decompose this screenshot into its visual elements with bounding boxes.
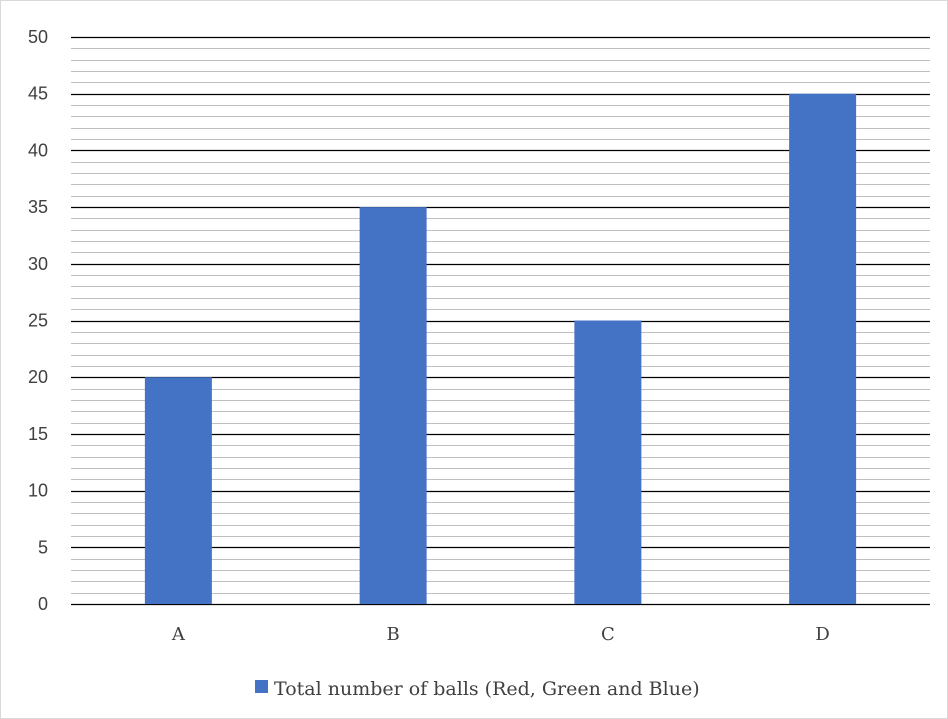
y-tick-label: 10 bbox=[28, 481, 48, 501]
y-tick-label: 15 bbox=[28, 424, 48, 444]
legend: Total number of balls (Red, Green and Bl… bbox=[255, 678, 700, 700]
legend-swatch bbox=[255, 680, 268, 693]
y-tick-label: 40 bbox=[28, 140, 48, 160]
x-tick-label: A bbox=[171, 624, 186, 645]
gridlines bbox=[71, 36, 930, 606]
bar-A bbox=[144, 377, 212, 604]
x-tick-label: D bbox=[815, 624, 829, 645]
bar-D bbox=[789, 93, 857, 604]
x-tick-label: B bbox=[387, 624, 400, 645]
y-tick-label: 45 bbox=[28, 84, 48, 104]
y-tick-label: 5 bbox=[38, 537, 48, 557]
x-tick-label: C bbox=[601, 624, 615, 645]
bars bbox=[144, 93, 857, 604]
y-tick-label: 30 bbox=[28, 254, 48, 274]
y-axis-ticks: 0 5 10 15 20 25 30 35 40 45 50 bbox=[28, 27, 48, 614]
bar-B bbox=[359, 207, 427, 604]
legend-label: Total number of balls (Red, Green and Bl… bbox=[274, 678, 700, 700]
y-tick-label: 35 bbox=[28, 197, 48, 217]
y-tick-label: 0 bbox=[38, 594, 48, 614]
y-tick-label: 25 bbox=[28, 311, 48, 331]
bar-C bbox=[574, 320, 642, 604]
y-tick-label: 20 bbox=[28, 367, 48, 387]
x-axis-ticks: A B C D bbox=[171, 624, 830, 645]
y-tick-label: 50 bbox=[28, 27, 48, 47]
